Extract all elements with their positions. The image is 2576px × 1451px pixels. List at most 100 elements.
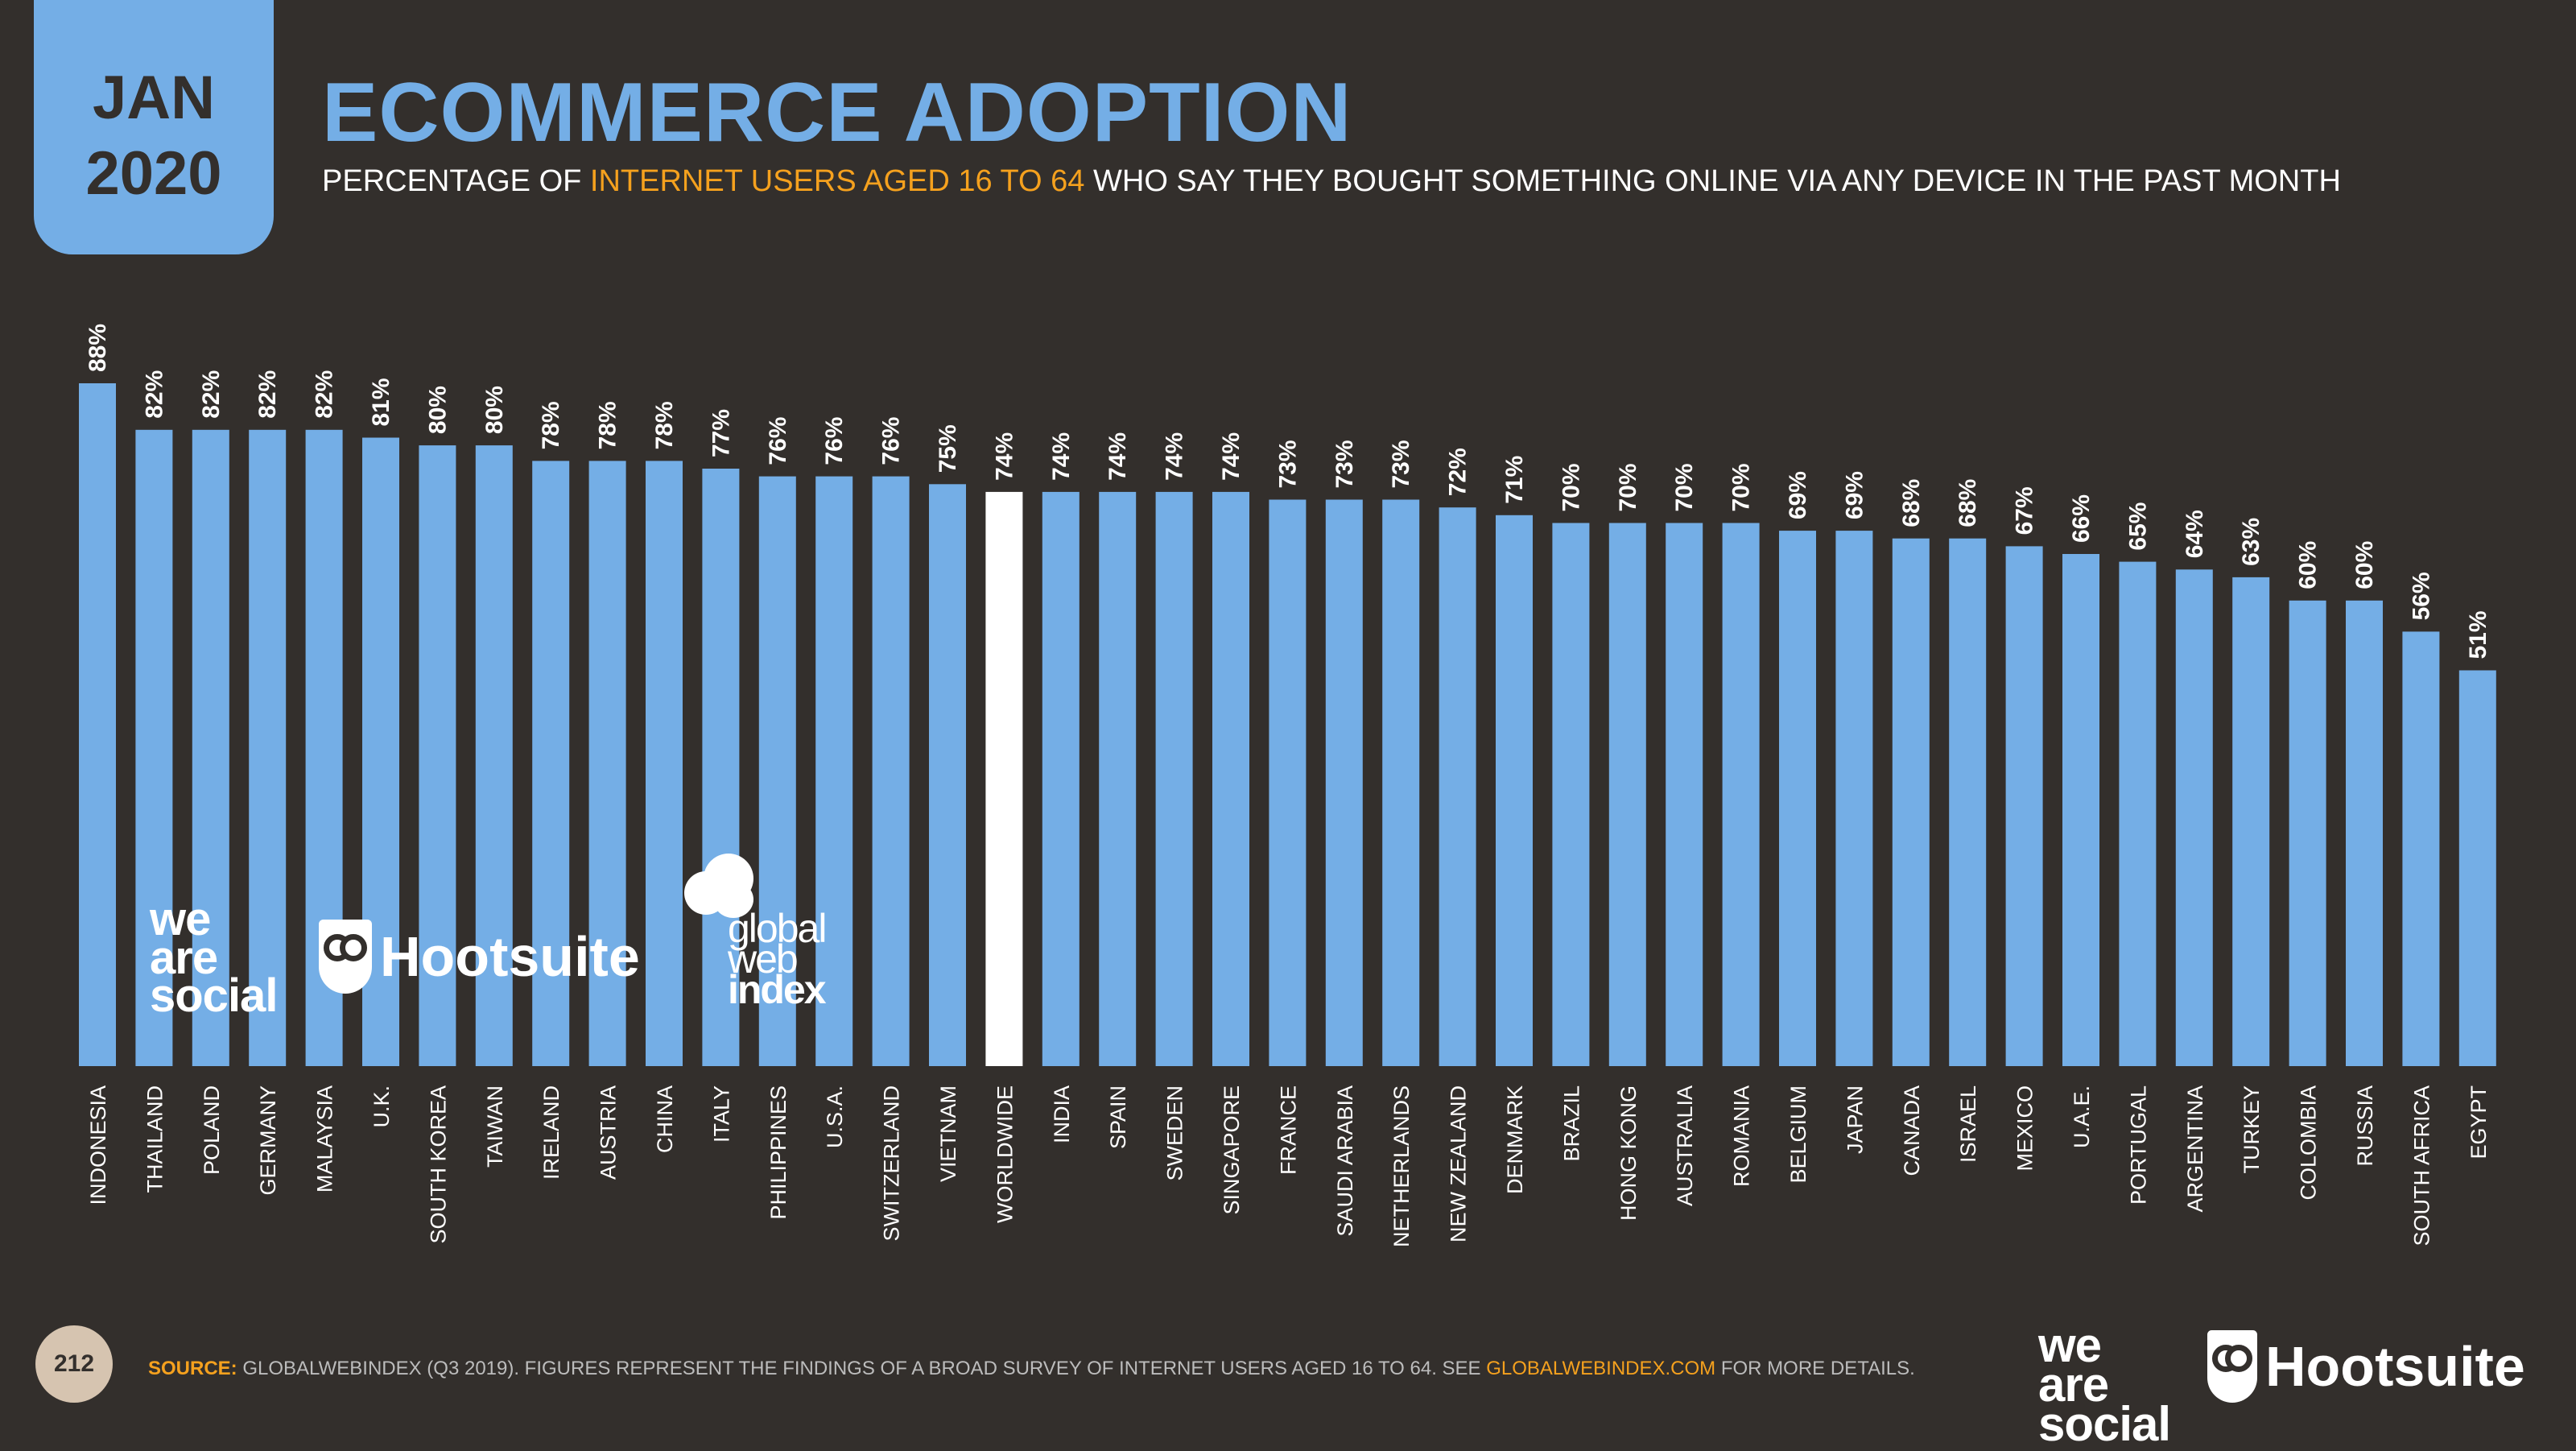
value-label: 63% xyxy=(2238,518,2264,566)
bar-japan xyxy=(1835,531,1873,1066)
bar-singapore xyxy=(1212,491,1249,1066)
hootsuite-footer-logo: Hootsuite xyxy=(2207,1330,2525,1403)
value-label: 76% xyxy=(765,417,791,465)
category-label: IRELAND xyxy=(539,1085,564,1180)
hootsuite-footer-text: Hootsuite xyxy=(2265,1335,2525,1398)
value-label: 68% xyxy=(1898,479,1925,527)
bar-ireland xyxy=(532,461,570,1066)
value-label: 75% xyxy=(935,424,961,473)
gwi-logo-line1: global xyxy=(728,906,827,951)
category-label: INDONESIA xyxy=(86,1085,110,1205)
category-label: EGYPT xyxy=(2467,1085,2491,1160)
value-label: 60% xyxy=(2295,541,2322,589)
category-label: SOUTH AFRICA xyxy=(2409,1085,2434,1246)
bar-indonesia xyxy=(79,383,116,1066)
category-label: ARGENTINA xyxy=(2183,1085,2207,1213)
category-label: JAPAN xyxy=(1843,1085,1867,1154)
bar-canada xyxy=(1892,538,1930,1066)
value-label: 70% xyxy=(1558,463,1584,511)
bar-saudi-arabia xyxy=(1325,499,1363,1066)
was-footer-line2: are xyxy=(2038,1358,2109,1412)
category-label: BRAZIL xyxy=(1559,1085,1583,1162)
value-label: 82% xyxy=(254,370,281,419)
category-label: THAILAND xyxy=(142,1085,167,1193)
page-subtitle: PERCENTAGE OF INTERNET USERS AGED 16 TO … xyxy=(322,163,2341,200)
value-label: 78% xyxy=(651,401,678,449)
bar-romania xyxy=(1722,523,1760,1066)
value-label: 82% xyxy=(198,370,225,419)
we-are-social-footer-logo: we are social xyxy=(2038,1318,2171,1449)
category-label: COLOMBIA xyxy=(2297,1085,2321,1201)
bar-u-s-a xyxy=(815,476,853,1066)
bar-colombia xyxy=(2289,600,2326,1066)
value-label: 81% xyxy=(368,378,394,426)
category-label: TAIWAN xyxy=(483,1085,507,1168)
bar-hong-kong xyxy=(1608,523,1646,1066)
bar-china xyxy=(646,461,683,1066)
value-label: 74% xyxy=(1104,432,1131,481)
value-label: 76% xyxy=(878,417,905,465)
gwi-logo-line2: web xyxy=(728,936,799,982)
value-label: 70% xyxy=(1671,463,1698,511)
value-label: 66% xyxy=(2068,494,2095,543)
value-label: 70% xyxy=(1728,463,1755,511)
category-label: AUSTRALIA xyxy=(1673,1085,1697,1206)
source-link[interactable]: GLOBALWEBINDEX.COM xyxy=(1486,1358,1716,1379)
value-label: 82% xyxy=(141,370,167,419)
category-label: CHINA xyxy=(653,1085,677,1153)
value-label: 74% xyxy=(1162,432,1188,481)
bar-vietnam xyxy=(929,484,966,1066)
category-label: ISRAEL xyxy=(1956,1085,1980,1163)
value-label: 51% xyxy=(2465,610,2491,659)
category-label: U.A.E. xyxy=(2070,1085,2094,1148)
was-footer-line1: we xyxy=(2038,1318,2102,1372)
bar-israel xyxy=(1949,538,1987,1066)
value-label: 60% xyxy=(2351,541,2378,589)
value-label: 71% xyxy=(1501,456,1528,504)
value-label: 64% xyxy=(2182,510,2208,558)
bar-turkey xyxy=(2232,577,2270,1066)
category-label: HONG KONG xyxy=(1616,1085,1641,1221)
bar-austria xyxy=(588,461,626,1066)
bar-germany xyxy=(249,429,287,1066)
owl-icon xyxy=(319,920,372,994)
category-label: WORLDWIDE xyxy=(993,1085,1017,1223)
cloud-icon xyxy=(684,854,757,918)
value-label: 77% xyxy=(708,409,734,457)
bar-worldwide xyxy=(985,491,1023,1066)
page-title: ECOMMERCE ADOPTION xyxy=(322,66,1352,159)
value-label: 73% xyxy=(1331,440,1358,488)
category-label: NETHERLANDS xyxy=(1389,1085,1414,1247)
bar-south-korea xyxy=(419,445,456,1066)
category-label: U.S.A. xyxy=(823,1085,847,1148)
category-label: AUSTRIA xyxy=(597,1085,621,1180)
bar-russia xyxy=(2346,600,2383,1066)
bar-argentina xyxy=(2175,569,2213,1066)
value-label: 67% xyxy=(2012,486,2038,535)
bar-taiwan xyxy=(475,445,513,1066)
value-label: 65% xyxy=(2124,502,2151,551)
value-label: 78% xyxy=(595,401,621,449)
bar-spain xyxy=(1099,491,1137,1066)
value-label: 80% xyxy=(424,386,451,434)
bar-u-a-e xyxy=(2062,554,2099,1066)
was-logo-line1: we xyxy=(150,893,211,945)
bar-india xyxy=(1042,491,1080,1066)
bar-egypt xyxy=(2458,670,2496,1066)
category-label: POLAND xyxy=(200,1085,224,1175)
category-label: PHILIPPINES xyxy=(766,1085,791,1220)
value-label: 76% xyxy=(821,417,848,465)
bar-new-zealand xyxy=(1439,507,1476,1066)
category-label: MEXICO xyxy=(2013,1085,2037,1172)
value-label: 73% xyxy=(1274,440,1301,488)
value-label: 80% xyxy=(481,386,508,434)
category-label: SPAIN xyxy=(1106,1085,1130,1149)
category-label: ITALY xyxy=(709,1085,733,1143)
category-label: INDIA xyxy=(1050,1085,1074,1143)
source-text: GLOBALWEBINDEX (Q3 2019). FIGURES REPRES… xyxy=(237,1358,1487,1379)
subtitle-highlight: INTERNET USERS AGED 16 TO 64 xyxy=(589,164,1085,198)
category-label: MALAYSIA xyxy=(313,1085,337,1193)
source-note: SOURCE: GLOBALWEBINDEX (Q3 2019). FIGURE… xyxy=(148,1358,1915,1380)
value-label: 70% xyxy=(1615,463,1641,511)
date-month: JAN xyxy=(92,64,216,132)
